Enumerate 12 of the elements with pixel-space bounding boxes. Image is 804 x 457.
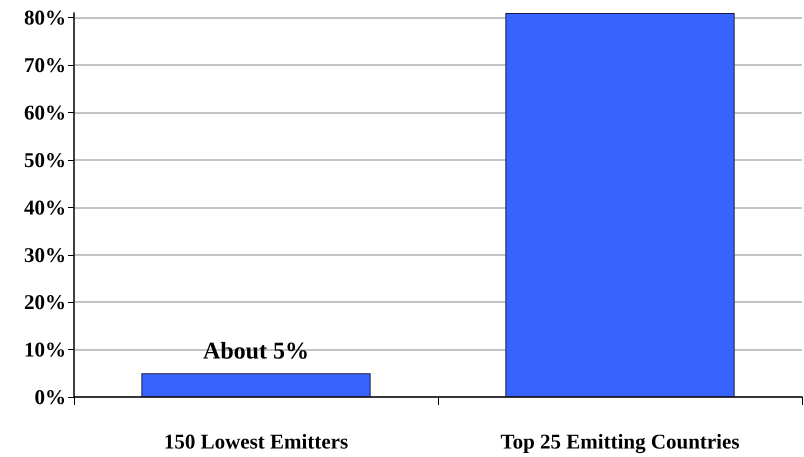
y-tick-label: 30% xyxy=(24,242,66,267)
y-tick-label: 60% xyxy=(24,100,66,125)
y-tick-label: 0% xyxy=(34,385,66,409)
y-tick-label: 70% xyxy=(24,53,66,78)
x-tick-label: Top 25 Emitting Countries xyxy=(500,430,740,454)
x-tick-label: 150 Lowest Emitters xyxy=(164,430,348,454)
y-tick-label: 80% xyxy=(24,6,66,30)
y-tick-label: 50% xyxy=(24,148,66,172)
data-label: About 5% xyxy=(202,338,310,364)
y-tick-label: 10% xyxy=(24,338,66,362)
y-tick-label: 40% xyxy=(24,195,66,220)
y-tick-label: 20% xyxy=(24,290,66,314)
